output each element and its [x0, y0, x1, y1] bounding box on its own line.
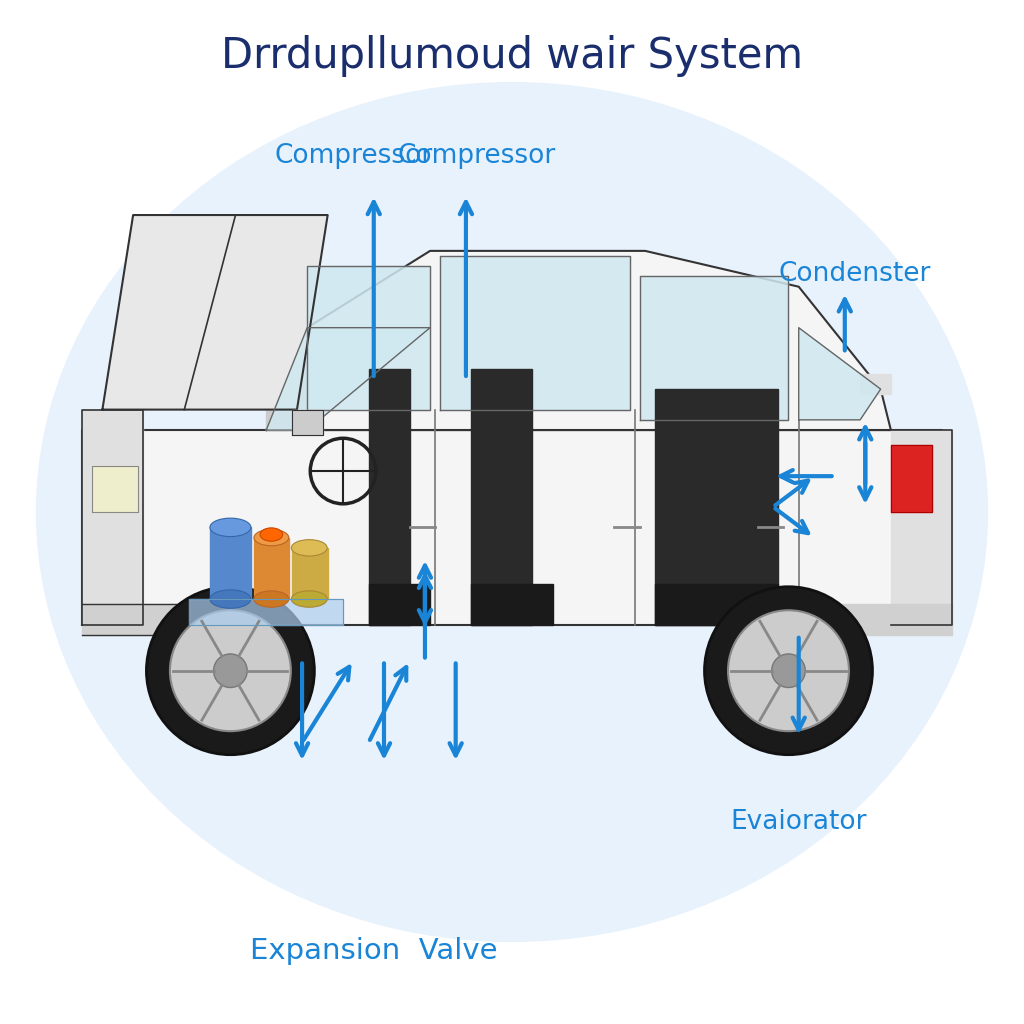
- Polygon shape: [82, 430, 942, 625]
- Polygon shape: [655, 584, 778, 625]
- Polygon shape: [369, 369, 410, 625]
- Polygon shape: [369, 584, 430, 625]
- Polygon shape: [82, 604, 205, 635]
- Polygon shape: [102, 215, 328, 410]
- Ellipse shape: [260, 528, 283, 541]
- Polygon shape: [891, 430, 952, 625]
- Text: Expansion  Valve: Expansion Valve: [250, 937, 498, 965]
- Polygon shape: [266, 328, 307, 430]
- Text: Compressor: Compressor: [397, 143, 555, 169]
- Polygon shape: [292, 410, 323, 435]
- Polygon shape: [292, 548, 328, 599]
- Polygon shape: [440, 256, 630, 410]
- Polygon shape: [92, 466, 138, 512]
- Circle shape: [728, 610, 849, 731]
- Polygon shape: [266, 328, 430, 430]
- Ellipse shape: [210, 590, 251, 608]
- Polygon shape: [471, 584, 553, 625]
- Polygon shape: [655, 389, 778, 625]
- Ellipse shape: [210, 518, 251, 537]
- Circle shape: [170, 610, 291, 731]
- Polygon shape: [891, 445, 932, 512]
- Polygon shape: [82, 410, 143, 625]
- Text: Drrdupllumoud wair System: Drrdupllumoud wair System: [221, 35, 803, 78]
- Polygon shape: [840, 604, 952, 635]
- Ellipse shape: [36, 82, 988, 942]
- Polygon shape: [307, 266, 430, 410]
- Polygon shape: [254, 538, 289, 599]
- Circle shape: [772, 654, 805, 687]
- Text: Evaiorator: Evaiorator: [730, 809, 867, 835]
- Circle shape: [705, 587, 872, 755]
- Circle shape: [146, 587, 314, 755]
- Polygon shape: [640, 276, 788, 420]
- Ellipse shape: [254, 529, 289, 546]
- Ellipse shape: [291, 591, 328, 607]
- Text: Compressor: Compressor: [274, 143, 432, 169]
- Polygon shape: [471, 369, 532, 625]
- Polygon shape: [860, 374, 891, 394]
- Text: Condenster: Condenster: [779, 261, 931, 287]
- Ellipse shape: [291, 540, 328, 556]
- Polygon shape: [210, 527, 251, 599]
- Ellipse shape: [254, 591, 289, 607]
- Polygon shape: [799, 328, 881, 420]
- Polygon shape: [189, 599, 343, 625]
- Circle shape: [214, 654, 247, 687]
- Polygon shape: [266, 251, 891, 430]
